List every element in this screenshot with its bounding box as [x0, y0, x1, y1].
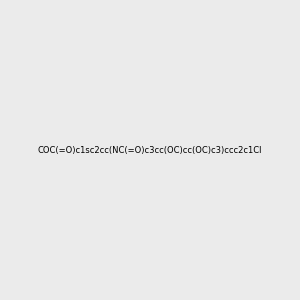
Text: COC(=O)c1sc2cc(NC(=O)c3cc(OC)cc(OC)c3)ccc2c1Cl: COC(=O)c1sc2cc(NC(=O)c3cc(OC)cc(OC)c3)cc… [38, 146, 262, 154]
